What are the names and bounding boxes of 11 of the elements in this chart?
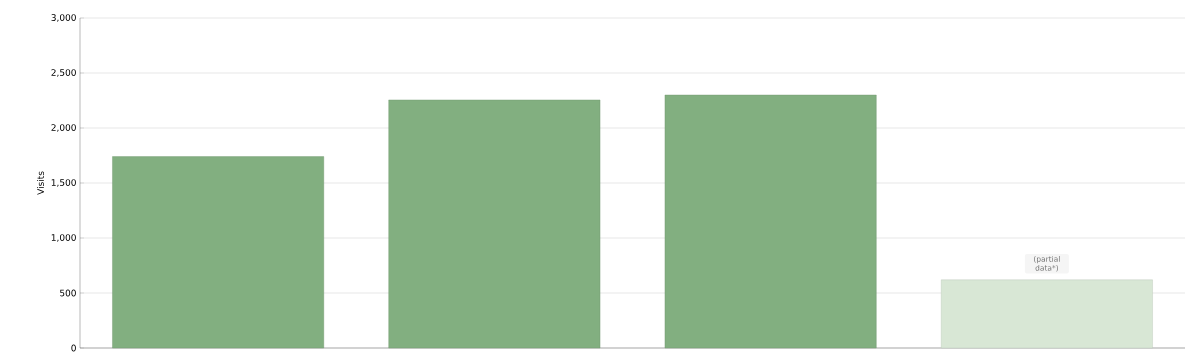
bar	[112, 156, 324, 349]
y-tick-label: 1,500	[51, 179, 76, 187]
y-tick-label: 500	[60, 289, 76, 297]
bar	[664, 94, 877, 349]
y-tick-label: 2,500	[51, 69, 76, 77]
y-tick-label: 0	[71, 344, 76, 352]
y-tick-label: 1,000	[51, 234, 76, 242]
y-tick-label: 2,000	[51, 124, 76, 132]
bar	[388, 99, 601, 349]
y-tick-label: 3,000	[51, 14, 76, 22]
y-axis-title: Visits	[37, 171, 44, 195]
